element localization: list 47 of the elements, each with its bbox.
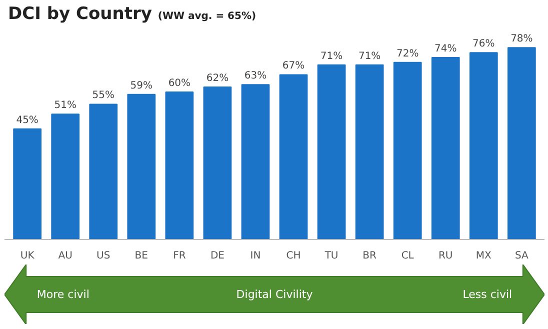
x-tick-label: DE: [210, 250, 224, 262]
chart-title: DCI by Country: [8, 4, 152, 24]
data-label: 71%: [358, 50, 381, 62]
bar: [393, 62, 422, 240]
data-label: 55%: [92, 90, 114, 102]
data-label: 51%: [54, 100, 76, 112]
data-label: 62%: [206, 73, 229, 84]
data-label: 76%: [472, 38, 495, 50]
x-tick-label: CH: [286, 250, 301, 262]
x-tick-label: BE: [134, 250, 148, 262]
x-tick-label: RU: [438, 250, 453, 262]
data-label: 71%: [320, 50, 343, 62]
data-label: 78%: [510, 34, 533, 45]
data-label: 63%: [244, 70, 267, 82]
chart-subtitle: (WW avg. = 65%): [158, 11, 256, 22]
data-label: 74%: [434, 44, 457, 55]
x-tick-label: SA: [514, 250, 529, 262]
text: More civil: [36, 288, 90, 301]
bar: [317, 64, 346, 240]
x-tick-label: TU: [324, 250, 338, 262]
x-tick-label: CL: [401, 250, 414, 262]
data-label: 59%: [130, 80, 153, 92]
bar: [165, 91, 194, 240]
x-tick-label: UK: [20, 250, 35, 262]
bar: [241, 84, 270, 240]
x-tick-label: US: [96, 250, 110, 262]
data-label: 67%: [282, 60, 305, 72]
bar: [89, 104, 118, 240]
text: Less civil: [462, 288, 512, 301]
data-label: 72%: [396, 48, 419, 60]
data-label: 60%: [168, 78, 191, 89]
text: Digital Civility: [236, 288, 314, 301]
x-tick-label: AU: [58, 250, 72, 262]
bar: [355, 64, 384, 240]
x-tick-label: BR: [362, 250, 377, 262]
bar: [13, 128, 42, 240]
bar: [127, 94, 156, 240]
bar: [51, 114, 80, 240]
bar: [203, 86, 232, 240]
bar: [507, 47, 536, 240]
x-tick-label: FR: [173, 250, 186, 262]
bar: [431, 57, 460, 240]
x-tick-label: IN: [250, 250, 261, 262]
data-label: 45%: [16, 114, 38, 126]
bar: [469, 52, 498, 240]
x-tick-label: MX: [476, 250, 492, 262]
bar: [279, 74, 308, 240]
